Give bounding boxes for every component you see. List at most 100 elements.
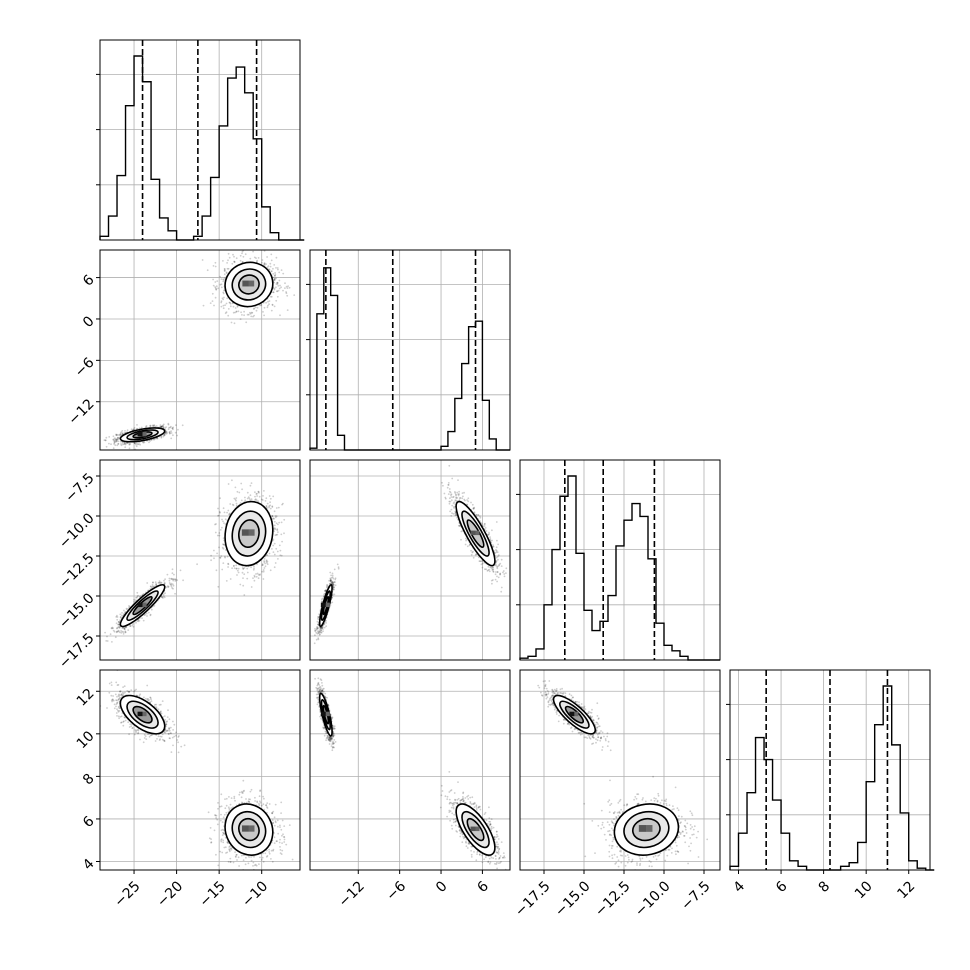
scatter-point	[165, 586, 168, 589]
scatter-point	[222, 291, 225, 294]
scatter-point	[224, 518, 227, 521]
scatter-point	[315, 631, 318, 634]
scatter-point	[244, 253, 247, 256]
scatter-point	[255, 260, 258, 263]
scatter-point	[222, 543, 224, 546]
scatter-point	[271, 506, 274, 508]
density-core	[142, 431, 147, 437]
scatter-point	[249, 484, 252, 487]
scatter-point	[225, 580, 228, 582]
scatter-point	[242, 567, 245, 570]
scatter-point	[124, 443, 127, 446]
scatter-point	[128, 443, 131, 446]
scatter-point	[221, 526, 223, 529]
scatter-point	[286, 287, 289, 289]
scatter-point	[110, 627, 113, 629]
scatter-point	[167, 423, 170, 426]
scatter-point	[160, 435, 163, 438]
scatter-point	[278, 271, 281, 274]
scatter-point	[136, 596, 138, 599]
scatter-point	[165, 432, 168, 435]
scatter-point	[263, 560, 265, 562]
scatter-point	[167, 428, 170, 431]
scatter-point	[266, 506, 268, 509]
scatter-point	[112, 629, 115, 632]
scatter-point	[256, 572, 259, 575]
scatter-point	[246, 567, 249, 570]
scatter-point	[216, 552, 219, 555]
scatter-point	[210, 559, 213, 562]
scatter-point	[104, 439, 107, 442]
scatter-point	[264, 562, 266, 565]
scatter-point	[222, 537, 225, 539]
scatter-point	[220, 283, 223, 286]
scatter-point	[273, 281, 276, 284]
scatter-point	[140, 426, 143, 429]
scatter-point	[155, 582, 158, 585]
scatter-point	[218, 534, 221, 537]
density-core	[248, 529, 255, 536]
scatter-point	[124, 446, 127, 449]
scatter-point	[285, 292, 288, 295]
scatter-point	[275, 547, 278, 550]
scatter-point	[119, 616, 122, 618]
scatter-point	[142, 619, 145, 622]
scatter-point	[259, 304, 262, 307]
scatter-point	[136, 427, 138, 430]
scatter-point	[170, 437, 173, 440]
scatter-point	[254, 306, 257, 309]
scatter-point	[132, 428, 135, 430]
scatter-point	[274, 274, 276, 277]
scatter-point	[213, 304, 215, 307]
scatter-point	[258, 304, 261, 307]
scatter-point	[239, 254, 242, 257]
scatter-point	[262, 578, 265, 580]
scatter-point	[214, 531, 217, 534]
scatter-point	[122, 432, 124, 435]
scatter-point	[115, 433, 117, 436]
scatter-point	[114, 440, 116, 443]
scatter-point	[231, 479, 233, 482]
scatter-point	[260, 303, 263, 306]
scatter-point	[162, 597, 164, 599]
scatter-point	[274, 273, 277, 276]
scatter-point	[136, 595, 139, 598]
scatter-point	[150, 585, 152, 588]
scatter-point	[134, 442, 136, 445]
scatter-point	[166, 431, 169, 434]
scatter-point	[124, 630, 127, 633]
scatter-point	[123, 443, 126, 446]
scatter-point	[222, 507, 225, 510]
scatter-point	[227, 267, 230, 270]
scatter-point	[154, 581, 157, 584]
scatter-point	[163, 434, 165, 437]
scatter-point	[116, 444, 119, 447]
scatter-point	[124, 631, 127, 634]
scatter-point	[246, 497, 249, 500]
scatter-point	[214, 265, 217, 268]
scatter-point	[252, 577, 254, 579]
scatter-point	[324, 589, 327, 592]
scatter-point	[151, 584, 154, 586]
scatter-point	[263, 490, 265, 492]
scatter-point	[220, 305, 223, 308]
scatter-point	[124, 611, 127, 613]
scatter-point	[117, 623, 119, 626]
scatter-point	[249, 494, 252, 497]
scatter-point	[250, 315, 253, 318]
scatter-point	[233, 260, 236, 263]
scatter-point	[235, 310, 238, 313]
scatter-point	[226, 297, 229, 300]
scatter-point	[137, 594, 140, 597]
scatter-point	[215, 288, 218, 290]
scatter-point	[160, 582, 163, 584]
scatter-point	[223, 273, 226, 276]
scatter-point	[269, 504, 272, 507]
scatter-point	[229, 578, 232, 580]
scatter-point	[223, 279, 226, 281]
scatter-point	[224, 312, 227, 315]
scatter-point	[272, 291, 275, 294]
scatter-point	[253, 576, 256, 578]
scatter-point	[253, 579, 256, 582]
scatter-point	[231, 567, 234, 570]
